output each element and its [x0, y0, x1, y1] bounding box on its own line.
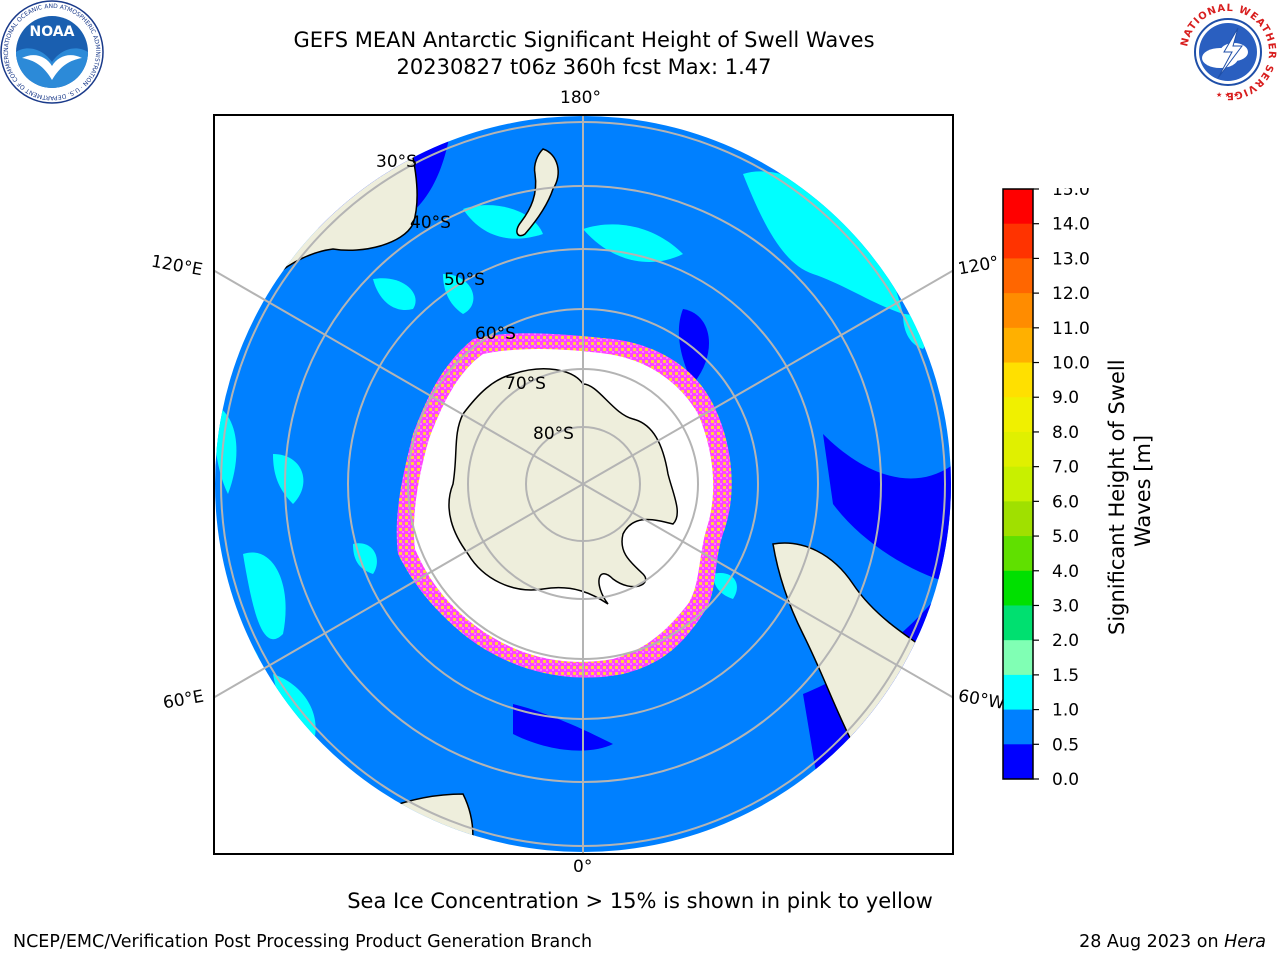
- colorbar-band: [1003, 293, 1033, 329]
- colorbar-band: [1003, 709, 1033, 745]
- lon-label-0: 0°: [573, 857, 593, 877]
- colorbar-title-line2: Waves [m]: [1131, 434, 1155, 547]
- colorbar-tick-label: 8.0: [1052, 423, 1079, 443]
- antarctica-landmass: [448, 368, 678, 605]
- colorbar-band: [1003, 570, 1033, 606]
- colorbar-tick-label: 3.0: [1052, 596, 1079, 616]
- swell-patches: [215, 171, 927, 744]
- colorbar-band: [1003, 397, 1033, 433]
- low-swell-region: [678, 309, 710, 384]
- nws-logo: NATIONAL WEATHER SERVICE ★ ★ ★: [1178, 2, 1278, 102]
- lon-label-60e: 60°E: [161, 686, 206, 714]
- colorbar-tick-label: 1.5: [1052, 666, 1079, 686]
- colorbar-tick-label: 2.0: [1052, 631, 1079, 651]
- colorbar-band: [1003, 466, 1033, 502]
- colorbar-band: [1003, 189, 1033, 225]
- colorbar-band: [1003, 744, 1033, 780]
- svg-text:★ ★ ★: ★ ★ ★: [1216, 91, 1239, 99]
- sea-ice-note: Sea Ice Concentration > 15% is shown in …: [347, 889, 933, 913]
- chart-subtitle: 20230827 t06z 360h fcst Max: 1.47: [396, 55, 772, 79]
- colorbar-band: [1003, 501, 1033, 537]
- chart-title: GEFS MEAN Antarctic Significant Height o…: [293, 28, 875, 52]
- lat-label-70s: 70°S: [505, 374, 546, 394]
- meridian-lines: [213, 114, 954, 855]
- colorbar-tick-label: 13.0: [1052, 249, 1090, 269]
- colorbar-tick-label: 0.5: [1052, 735, 1079, 755]
- lon-label-120w: 120°: [956, 252, 1001, 280]
- lat-label-50s: 50°S: [444, 270, 485, 290]
- colorbar-tick-label: 10.0: [1052, 354, 1090, 374]
- colorbar-tick-label: 7.0: [1052, 458, 1079, 478]
- lat-label-30s: 30°S: [376, 152, 417, 172]
- lon-label-60w: 60°W: [956, 686, 1007, 714]
- lon-label-180: 180°: [560, 88, 601, 108]
- footer-credit: NCEP/EMC/Verification Post Processing Pr…: [13, 932, 593, 952]
- colorbar-band: [1003, 640, 1033, 676]
- lat-label-80s: 80°S: [533, 424, 574, 444]
- lon-label-120e: 120°E: [149, 251, 205, 281]
- low-swell-region: [823, 434, 951, 584]
- lat-label-60s: 60°S: [475, 324, 516, 344]
- lat-label-40s: 40°S: [410, 213, 451, 233]
- colorbar-band: [1003, 536, 1033, 572]
- colorbar-band: [1003, 674, 1033, 711]
- colorbar-band: [1003, 327, 1033, 364]
- colorbar-title-line1: Significant Height of Swell: [1105, 359, 1129, 635]
- colorbar-band: [1003, 258, 1033, 294]
- noaa-logo: NATIONAL OCEANIC AND ATMOSPHERIC ADMINIS…: [0, 0, 104, 104]
- colorbar-tick-label: 4.0: [1052, 562, 1079, 582]
- colorbar: 15.0 14.0 13.0 12.0 11.0 10.0 9.0 8.0 7.0 6.0 5.0 4…: [1002, 188, 1090, 788]
- colorbar-tick-label: 11.0: [1052, 319, 1090, 339]
- polar-map: [213, 114, 954, 855]
- colorbar-title: Significant Height of Swell Waves [m]: [1105, 305, 1155, 655]
- colorbar-tick-label: 15.0: [1052, 188, 1090, 200]
- colorbar-band: [1003, 362, 1033, 398]
- colorbar-band: [1003, 223, 1033, 259]
- colorbar-tick-label: 9.0: [1052, 388, 1079, 408]
- colorbar-tick-label: 0.0: [1052, 770, 1079, 788]
- map-frame: [213, 114, 954, 855]
- colorbar-tick-label: 12.0: [1052, 284, 1090, 304]
- colorbar-tick-label: 1.0: [1052, 701, 1079, 721]
- colorbar-tick-label: 5.0: [1052, 527, 1079, 547]
- colorbar-band: [1003, 605, 1033, 641]
- new-zealand-landmass: [516, 148, 559, 237]
- colorbar-tick-label: 6.0: [1052, 492, 1079, 512]
- colorbar-band: [1003, 431, 1033, 468]
- footer-date: 28 Aug 2023 on Hera: [1079, 932, 1266, 952]
- footer-host: Hera: [1224, 932, 1266, 952]
- colorbar-tick-label: 14.0: [1052, 215, 1090, 235]
- noaa-logo-text: NOAA: [30, 24, 75, 40]
